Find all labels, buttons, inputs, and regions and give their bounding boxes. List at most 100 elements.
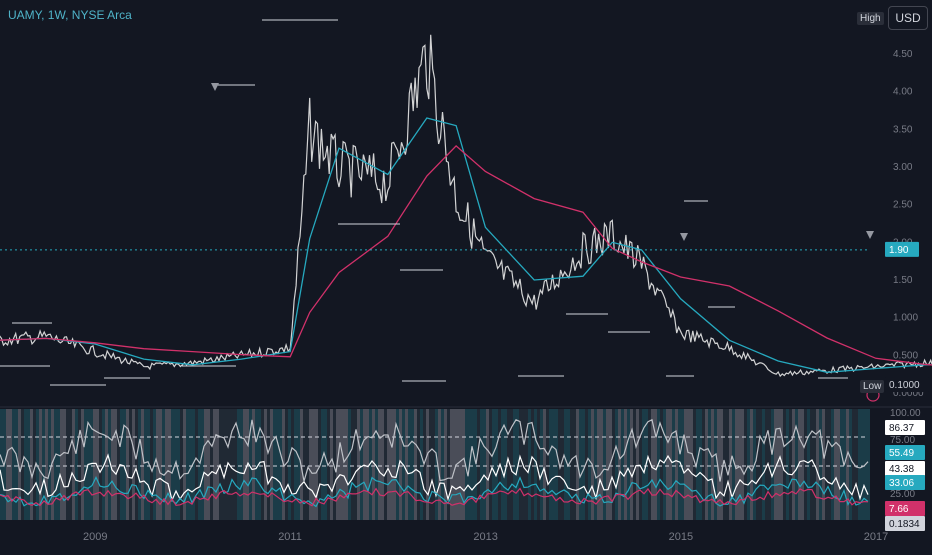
oscillator-stripe — [297, 409, 300, 520]
oscillator-stripe — [828, 409, 831, 520]
oscillator-stripe — [183, 409, 186, 520]
oscillator-stripe — [345, 409, 348, 520]
oscillator-stripe — [117, 409, 120, 520]
oscillator-stripe — [795, 409, 798, 520]
oscillator-stripe — [672, 409, 675, 520]
oscillator-line-red — [0, 487, 869, 507]
oscillator-stripe — [339, 409, 342, 520]
oscillator-stripe — [684, 409, 687, 520]
oscillator-stripe — [582, 409, 585, 520]
oscillator-stripe — [384, 409, 387, 520]
oscillator-stripe — [465, 409, 468, 520]
oscillator-stripe — [333, 409, 336, 520]
oscillator-stripe — [144, 409, 147, 520]
oscillator-stripe — [507, 409, 510, 520]
last-price-tag-bg — [885, 241, 919, 257]
oscillator-stripe — [213, 409, 216, 520]
currency-button[interactable]: USD — [888, 6, 928, 30]
price-axis-tick: 4.00 — [893, 87, 913, 98]
oscillator-stripe — [207, 409, 210, 520]
oscillator-stripe — [90, 409, 93, 520]
oscillator-stripe — [654, 409, 657, 520]
oscillator-stripe — [648, 409, 651, 520]
oscillator-stripe — [513, 409, 516, 520]
oscillator-stripe — [132, 409, 135, 520]
price-axis-tick: 0.500 — [893, 350, 918, 361]
oscillator-stripe — [0, 409, 3, 520]
oscillator-stripe — [720, 409, 723, 520]
oscillator-stripe — [114, 409, 117, 520]
oscillator-stripe — [585, 409, 588, 520]
oscillator-stripe — [312, 409, 315, 520]
oscillator-stripe — [225, 409, 228, 520]
oscillator-stripe — [726, 409, 729, 520]
oscillator-stripe — [621, 409, 624, 520]
oscillator-stripe — [63, 409, 66, 520]
oscillator-stripe — [831, 409, 834, 520]
oscillator-stripe — [540, 409, 543, 520]
symbol-title: UAMY, 1W, NYSE Arca — [8, 8, 132, 22]
oscillator-stripe — [222, 409, 225, 520]
oscillator-stripe — [66, 409, 69, 520]
oscillator-stripe — [783, 409, 786, 520]
oscillator-stripe — [252, 409, 255, 520]
oscillator-stripe — [165, 409, 168, 520]
oscillator-stripe — [819, 409, 822, 520]
oscillator-stripe — [564, 409, 567, 520]
oscillator-stripe — [420, 409, 423, 520]
oscillator-stripe — [267, 409, 270, 520]
oscillator-stripe — [111, 409, 114, 520]
oscillator-stripe — [270, 409, 273, 520]
oscillator-stripe — [405, 409, 408, 520]
oscillator-stripe — [447, 409, 450, 520]
oscillator-stripe — [309, 409, 312, 520]
oscillator-stripe — [750, 409, 753, 520]
oscillator-stripe — [489, 409, 492, 520]
oscillator-stripe — [396, 409, 399, 520]
time-axis-label: 2009 — [83, 531, 107, 543]
oscillator-stripe — [57, 409, 60, 520]
oscillator-stripe — [693, 409, 696, 520]
oscillator-stripe — [702, 409, 705, 520]
low-price-tag-bg — [885, 377, 929, 392]
oscillator-stripe — [705, 409, 708, 520]
oscillator-axis-tick: 100.00 — [890, 408, 921, 419]
oscillator-stripe — [432, 409, 435, 520]
oscillator-stripe — [279, 409, 282, 520]
oscillator-stripe — [534, 409, 537, 520]
oscillator-stripe — [633, 409, 636, 520]
oscillator-stripe — [177, 409, 180, 520]
oscillator-stripe — [387, 409, 390, 520]
oscillator-stripe — [867, 409, 870, 520]
oscillator-stripe — [372, 409, 375, 520]
oscillator-stripe — [531, 409, 534, 520]
oscillator-stripe — [666, 409, 669, 520]
oscillator-stripe — [768, 409, 771, 520]
oscillator-stripe — [264, 409, 267, 520]
oscillator-stripe — [210, 409, 213, 520]
oscillator-stripe — [825, 409, 828, 520]
oscillator-stripe — [642, 409, 645, 520]
oscillator-stripe — [288, 409, 291, 520]
oscillator-stripe — [69, 409, 72, 520]
moving-average-slow — [0, 145, 932, 366]
oscillator-stripe — [180, 409, 183, 520]
oscillator-value-tag-bg — [885, 475, 925, 490]
oscillator-stripe — [273, 409, 276, 520]
oscillator-stripe — [804, 409, 807, 520]
price-axis-tick: 0.0000 — [893, 388, 924, 399]
oscillator-stripe — [438, 409, 441, 520]
oscillator-stripe — [72, 409, 75, 520]
oscillator-stripe — [519, 409, 522, 520]
oscillator-stripe — [849, 409, 852, 520]
oscillator-stripe — [741, 409, 744, 520]
oscillator-stripe — [342, 409, 345, 520]
oscillator-stripe — [99, 409, 102, 520]
oscillator-stripe — [15, 409, 18, 520]
oscillator-stripe — [537, 409, 540, 520]
low-price-tag: 0.1000 — [889, 380, 920, 391]
oscillator-stripe — [834, 409, 837, 520]
oscillator-stripe — [675, 409, 678, 520]
